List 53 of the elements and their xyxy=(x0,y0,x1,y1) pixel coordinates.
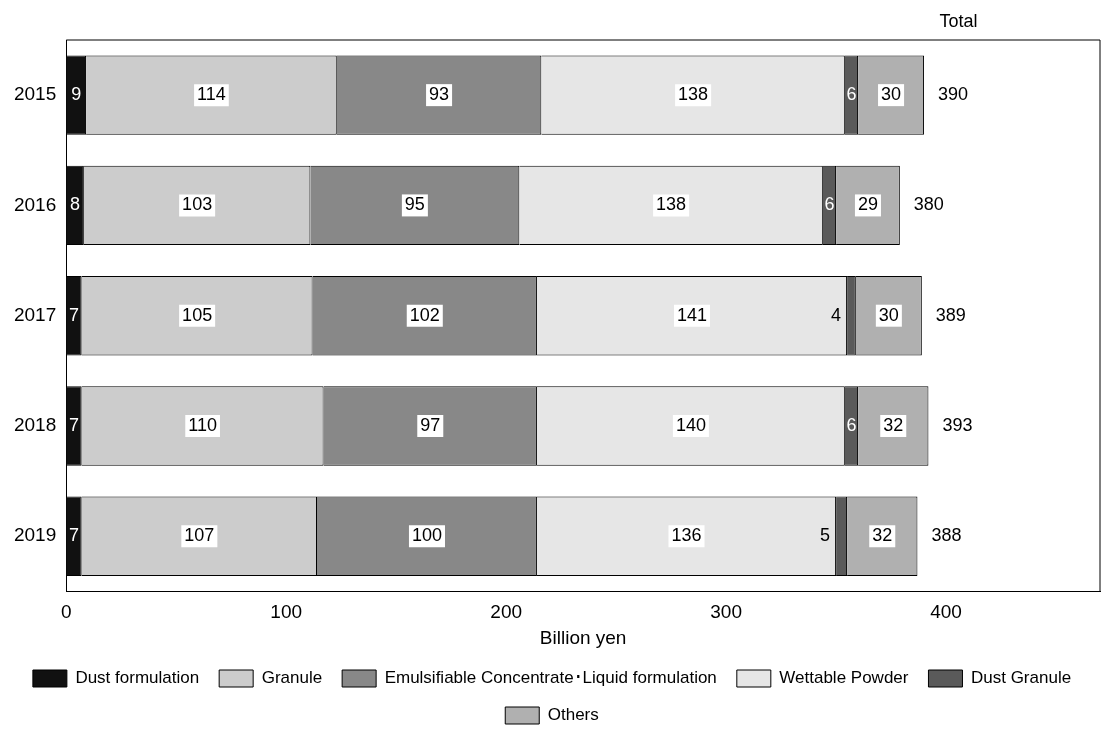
data-label: 8 xyxy=(70,194,81,215)
data-label: 7 xyxy=(68,304,79,325)
data-label: 95 xyxy=(404,194,425,215)
x-tick-label: 200 xyxy=(490,601,523,623)
data-label: 141 xyxy=(676,304,708,325)
legend-label: Emulsifiable Concentrate･Liquid formulation xyxy=(384,668,717,688)
data-label: 30 xyxy=(878,304,899,325)
total-label: 393 xyxy=(942,414,973,435)
legend-label: Granule xyxy=(261,668,323,688)
x-axis-title: Billion yen xyxy=(539,626,627,648)
data-label: 4 xyxy=(831,304,842,325)
data-label: 114 xyxy=(197,84,226,105)
data-label: 140 xyxy=(675,414,706,435)
data-label: 30 xyxy=(881,84,902,105)
data-label: 7 xyxy=(68,525,79,546)
y-tick-label: 2018 xyxy=(13,414,57,436)
data-label: 97 xyxy=(420,414,441,435)
data-label: 5 xyxy=(820,525,831,546)
y-tick-label: 2017 xyxy=(13,303,57,325)
y-tick-label: 2015 xyxy=(13,83,57,105)
data-label: 138 xyxy=(678,84,709,105)
legend-label: Others xyxy=(547,705,599,725)
data-label: 110 xyxy=(188,414,217,435)
legend-label: Wettable Powder xyxy=(779,668,909,688)
data-label: 6 xyxy=(824,194,835,215)
legend-label: Dust Granule xyxy=(970,668,1072,688)
data-label: 9 xyxy=(71,84,82,105)
text: Total xyxy=(939,10,978,31)
data-label: 105 xyxy=(182,304,213,325)
data-label: 100 xyxy=(411,525,442,546)
x-tick-label: 300 xyxy=(710,601,742,623)
total-label: 388 xyxy=(931,525,962,546)
data-label: 29 xyxy=(857,194,878,215)
data-label: 32 xyxy=(872,525,893,546)
data-label: 107 xyxy=(184,525,215,546)
total-label: 380 xyxy=(913,194,944,215)
y-tick-label: 2019 xyxy=(13,524,57,546)
data-label: 32 xyxy=(883,414,904,435)
total-label: 390 xyxy=(938,84,969,105)
y-tick-label: 2016 xyxy=(13,193,57,215)
data-label: 102 xyxy=(409,304,440,325)
data-label: 6 xyxy=(846,84,857,105)
total-label: 389 xyxy=(935,304,966,325)
data-label: 93 xyxy=(429,84,450,105)
data-label: 6 xyxy=(846,414,857,435)
data-label: 103 xyxy=(182,194,213,215)
data-label: 136 xyxy=(671,525,702,546)
data-label: 138 xyxy=(656,194,687,215)
legend-label: Dust formulation xyxy=(75,668,200,688)
x-tick-label: 100 xyxy=(270,601,303,623)
x-tick-label: 0 xyxy=(60,601,72,623)
data-label: 7 xyxy=(68,414,79,435)
x-tick-label: 400 xyxy=(930,601,962,623)
